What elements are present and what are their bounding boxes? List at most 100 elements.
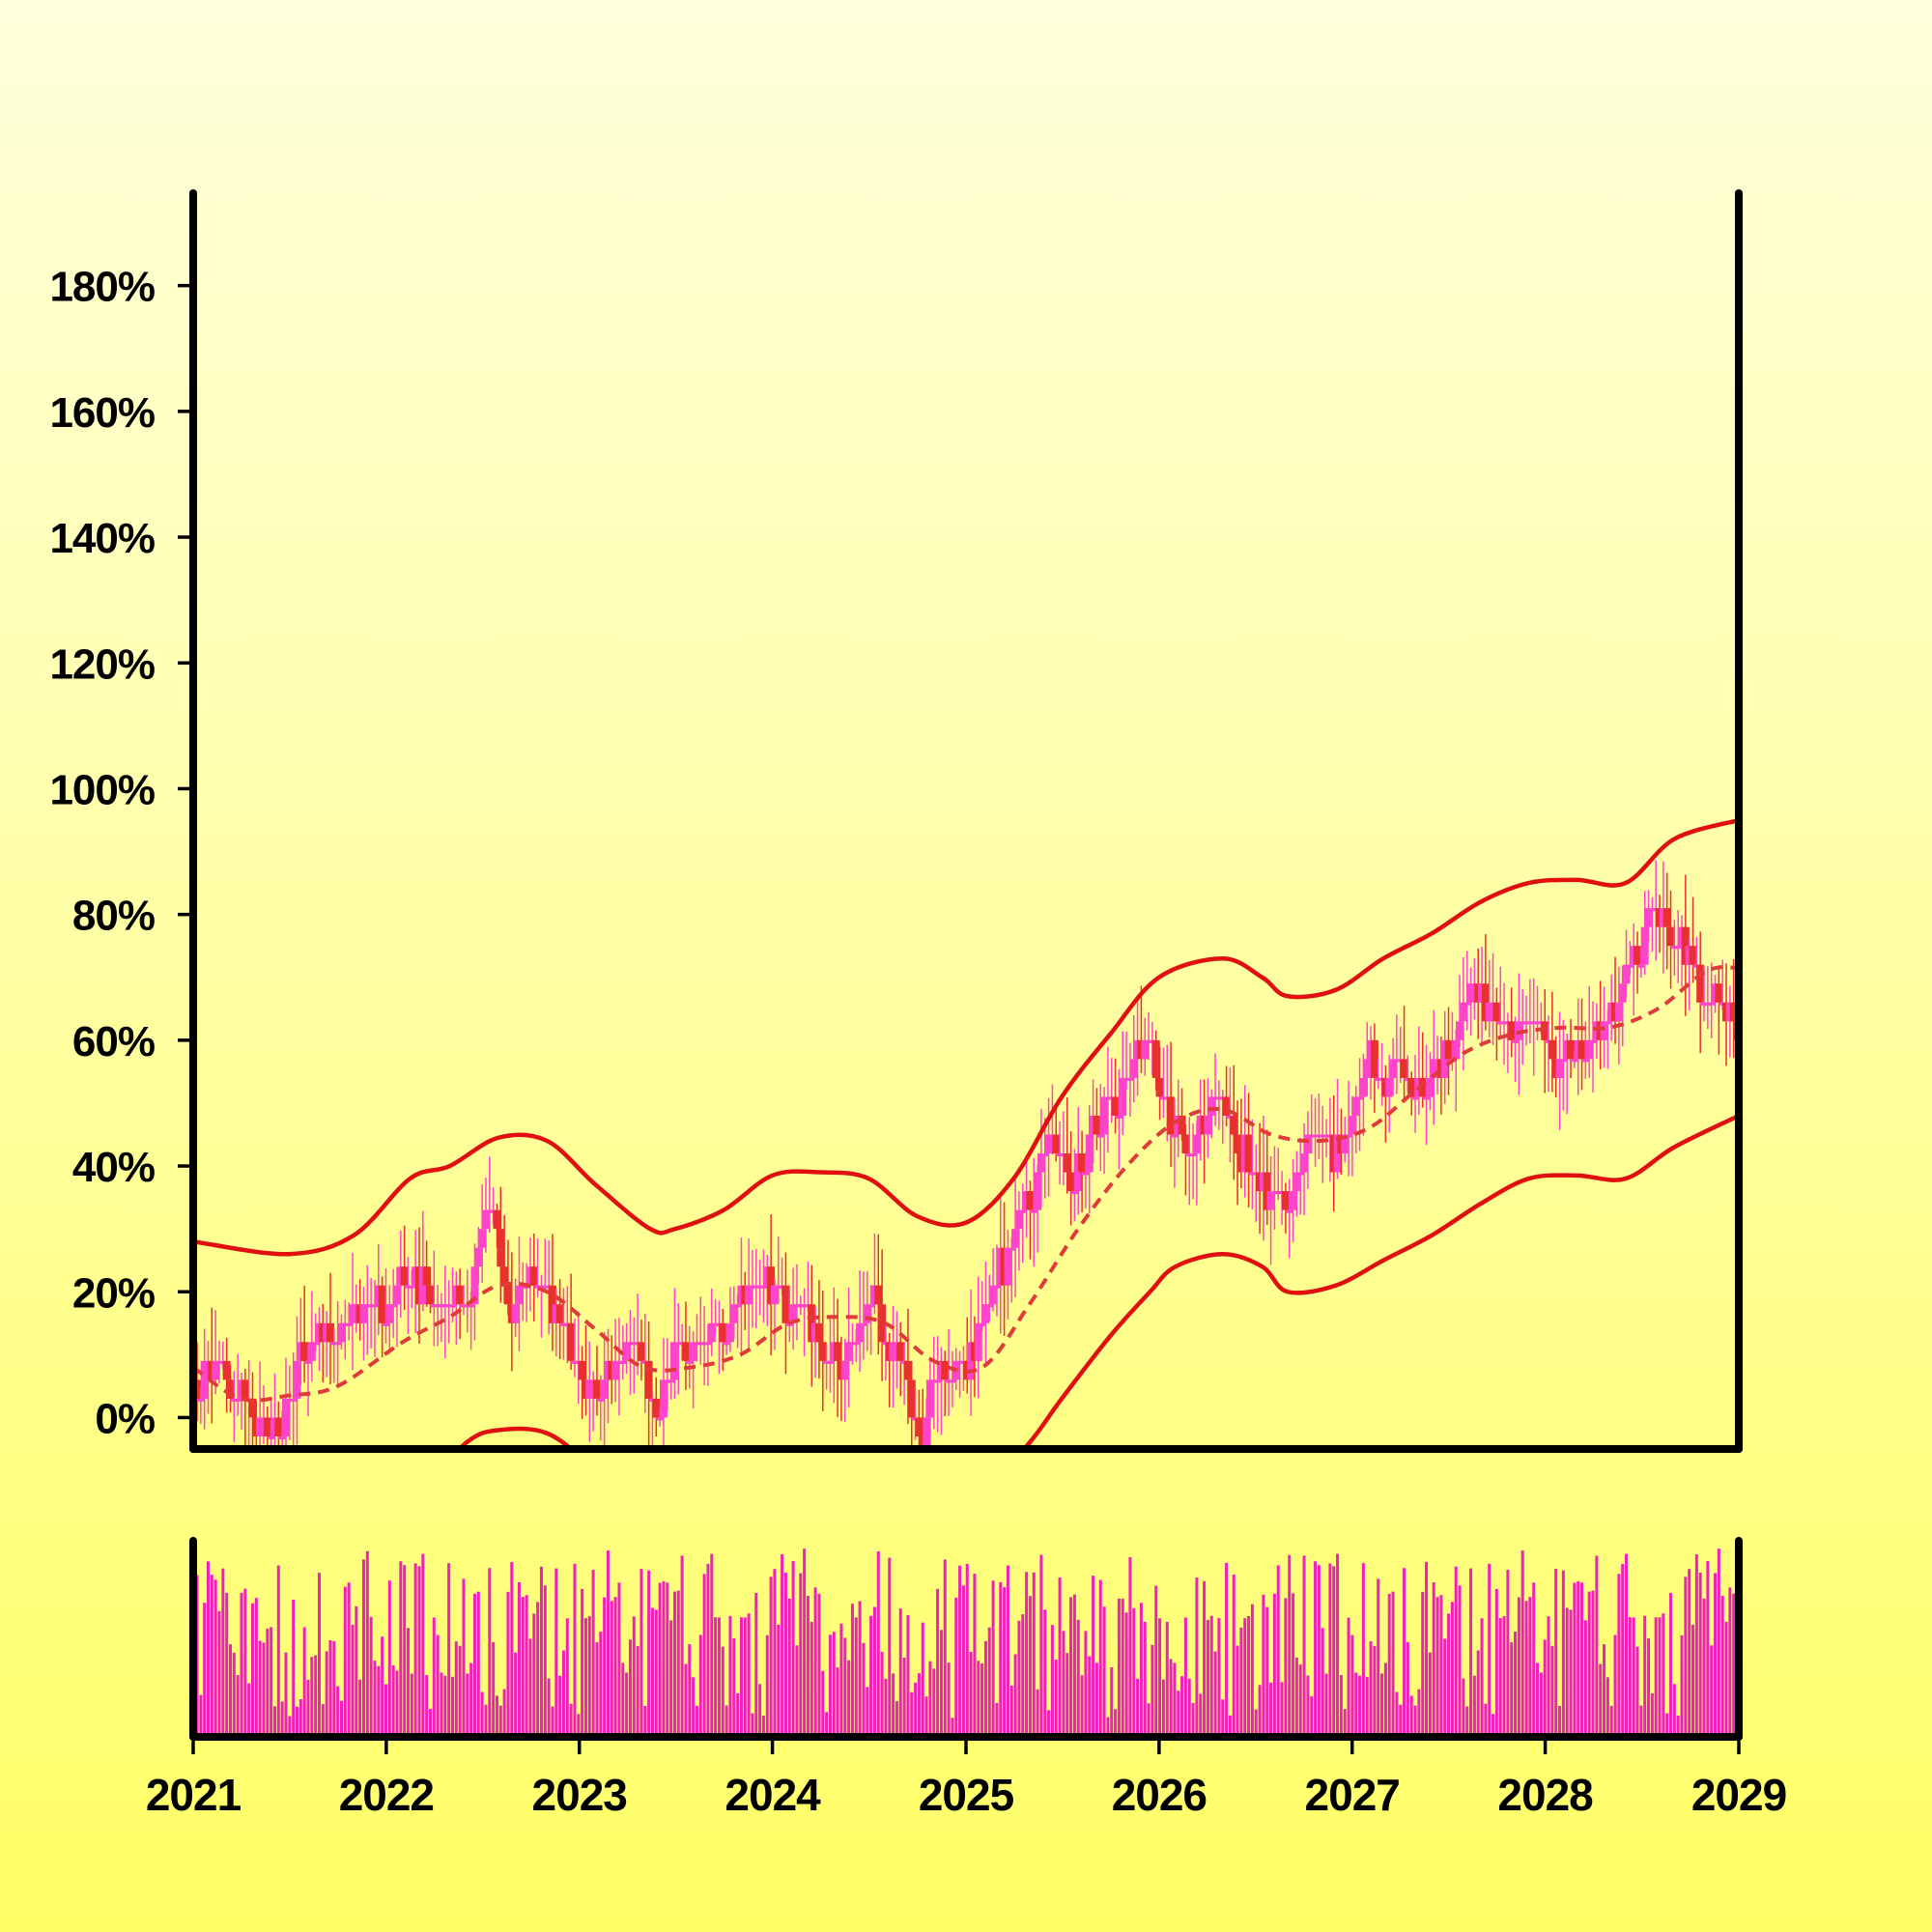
volume-bar: [514, 1652, 518, 1737]
volume-bar: [951, 1718, 954, 1737]
candle-body: [1066, 1172, 1075, 1192]
bollinger-bands: [193, 817, 1739, 1449]
candle-body: [1622, 964, 1631, 984]
volume-bar: [1680, 1634, 1684, 1737]
candle-body: [474, 1247, 483, 1267]
volume-bar: [258, 1640, 262, 1737]
candle-body: [592, 1379, 601, 1399]
volume-bar: [1603, 1644, 1606, 1737]
candle-body: [1715, 983, 1723, 1003]
candle-body: [370, 1304, 379, 1308]
volume-bar: [1413, 1705, 1417, 1737]
candle-body: [1407, 1077, 1416, 1097]
volume-bar: [225, 1592, 229, 1737]
volume-bar: [573, 1563, 577, 1737]
volume-bar: [1609, 1705, 1613, 1737]
x-tick-label: 2021: [146, 1770, 242, 1820]
candle-body: [503, 1285, 512, 1305]
candle-body: [212, 1360, 220, 1380]
candle-body: [1385, 1077, 1394, 1097]
volume-bar: [769, 1577, 773, 1737]
volume-bar: [1613, 1634, 1617, 1737]
candle-body: [896, 1342, 905, 1361]
candle-body: [1422, 1096, 1431, 1100]
middle-band-line: [193, 965, 1739, 1403]
candle-body: [856, 1322, 865, 1343]
candle-body: [1363, 1059, 1372, 1078]
candle-body: [1125, 1077, 1134, 1081]
candle-body: [1459, 1002, 1467, 1022]
volume-bar: [1280, 1682, 1284, 1737]
volume-bar: [1314, 1561, 1318, 1737]
volume-bar: [1128, 1556, 1132, 1737]
volume-bar: [454, 1641, 458, 1737]
volume-bar: [583, 1618, 587, 1737]
volume-bar: [702, 1574, 706, 1737]
volume-bar: [1476, 1650, 1480, 1737]
candle-body: [1266, 1191, 1275, 1210]
candle-body: [1004, 1247, 1012, 1286]
volume-bar: [1569, 1609, 1573, 1737]
candle-body: [1281, 1191, 1290, 1210]
y-tick-label: 80%: [72, 893, 155, 940]
volume-bar: [710, 1553, 714, 1737]
volume-bar: [1254, 1709, 1258, 1737]
volume-bar: [495, 1695, 498, 1737]
volume-bar: [210, 1575, 213, 1737]
x-tick-label: 2029: [1691, 1770, 1786, 1820]
candle-body: [974, 1322, 982, 1361]
candle-body: [222, 1360, 231, 1380]
volume-bars: [195, 1548, 1739, 1737]
volume-bar: [1706, 1560, 1710, 1737]
candle-body: [333, 1342, 342, 1346]
candle-body: [1411, 1096, 1420, 1100]
volume-bar: [1124, 1612, 1128, 1737]
volume-bar: [1510, 1642, 1514, 1737]
volume-bar: [1158, 1618, 1162, 1737]
candle-body: [1052, 1134, 1061, 1154]
volume-bar: [1243, 1618, 1247, 1737]
volume-bar: [943, 1559, 947, 1737]
volume-bar: [761, 1716, 765, 1737]
candle-body: [1666, 926, 1675, 947]
volume-bar: [854, 1617, 858, 1737]
volume-bar: [1225, 1562, 1229, 1737]
volume-bar: [1717, 1548, 1720, 1737]
candle-body: [511, 1304, 520, 1323]
volume-bar: [1650, 1692, 1654, 1737]
candle-body: [241, 1379, 249, 1399]
volume-bar: [554, 1568, 558, 1737]
candle-body: [985, 1304, 994, 1308]
candle-body: [1430, 1059, 1438, 1078]
candle-body: [348, 1304, 356, 1323]
x-tick-label: 2025: [919, 1770, 1014, 1820]
volume-bar: [888, 1557, 892, 1737]
volume-bar: [270, 1627, 273, 1737]
volume-bar: [250, 1603, 254, 1737]
candle-body: [267, 1435, 275, 1439]
candle-body: [1230, 1115, 1238, 1135]
volume-bar: [284, 1652, 288, 1737]
candle-body: [867, 1304, 875, 1308]
volume-bar: [1591, 1590, 1595, 1737]
candle-body: [1208, 1096, 1216, 1116]
volume-bar: [1239, 1627, 1243, 1737]
y-tick-label: 160%: [49, 389, 155, 437]
candle-body: [422, 1266, 431, 1286]
volume-bar: [1654, 1617, 1658, 1737]
volume-bar: [1435, 1597, 1439, 1737]
volume-bar: [1403, 1568, 1406, 1737]
volume-bar: [1358, 1675, 1362, 1737]
volume-bar: [551, 1706, 554, 1737]
candle-body: [1370, 1039, 1378, 1078]
volume-bar: [484, 1704, 488, 1737]
volume-bar: [947, 1662, 951, 1737]
volume-bar: [662, 1580, 666, 1737]
candle-body: [311, 1342, 320, 1346]
candle-body: [1463, 1002, 1471, 1006]
volume-bar: [684, 1663, 688, 1737]
candle-body: [1577, 1039, 1586, 1060]
volume-bar: [1310, 1695, 1314, 1737]
volume-bar: [739, 1617, 743, 1737]
candle-body: [337, 1322, 346, 1343]
